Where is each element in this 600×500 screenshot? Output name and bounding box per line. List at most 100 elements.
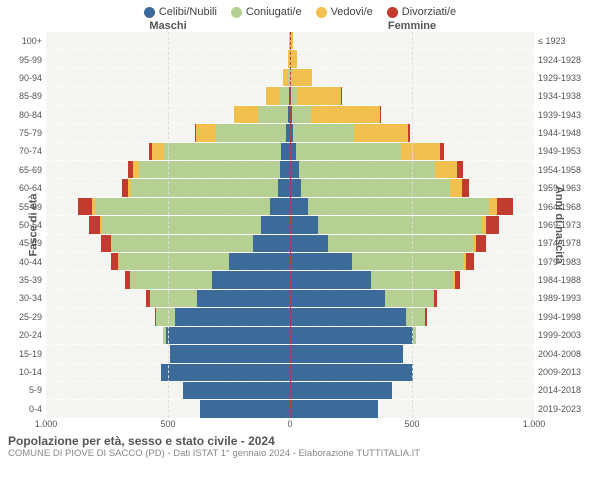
center-line (290, 32, 291, 418)
birthyear-label: 1934-1938 (534, 87, 600, 105)
plot (46, 32, 534, 418)
bar-segment (457, 161, 463, 178)
legend-label: Vedovi/e (331, 6, 373, 18)
age-label: 30-34 (0, 289, 46, 307)
birthyear-label: 1924-1928 (534, 50, 600, 68)
birthyear-label: 1979-1983 (534, 253, 600, 271)
y-labels-birthyear: ≤ 19231924-19281929-19331934-19381939-19… (534, 32, 600, 418)
column-headers: Maschi Femmine (0, 20, 600, 32)
birthyear-label: 1959-1963 (534, 179, 600, 197)
legend-label: Celibi/Nubili (159, 6, 217, 18)
bar-segment (78, 198, 93, 215)
bar-segment (290, 271, 371, 288)
bar-segment (290, 290, 385, 307)
bar-segment (308, 198, 489, 215)
bar-segment (385, 290, 434, 307)
bar-segment (296, 143, 401, 160)
bar-segment (290, 161, 299, 178)
bar-segment (152, 143, 164, 160)
bar-segment (130, 271, 212, 288)
bar-segment (291, 50, 297, 67)
y-axis-left-title: Fasce di età (27, 194, 39, 257)
bar-segment (328, 235, 473, 252)
x-ticks: 1.00050005001.000 (46, 418, 534, 432)
y-axis-right-title: Anni di nascita (553, 186, 565, 264)
age-label: 65-69 (0, 161, 46, 179)
legend: Celibi/Nubili Coniugati/e Vedovi/e Divorzia… (0, 0, 600, 20)
bar-segment (290, 364, 413, 381)
age-label: 15-19 (0, 344, 46, 362)
birthyear-label: 2004-2008 (534, 344, 600, 362)
bar-segment (290, 400, 378, 417)
bar-segment (197, 290, 290, 307)
bar-segment (290, 308, 406, 325)
gridline (412, 32, 413, 418)
bar-segment (290, 327, 413, 344)
birthyear-label: 1964-1968 (534, 197, 600, 215)
bar-segment (292, 69, 312, 86)
bar-segment (297, 87, 341, 104)
x-axis: 1.00050005001.000 (0, 418, 600, 432)
x-tick: 500 (404, 419, 419, 429)
bar-segment (380, 106, 381, 123)
x-tick: 0 (287, 419, 292, 429)
legend-swatch (231, 7, 242, 18)
female-header: Femmine (290, 20, 534, 32)
legend-swatch (316, 7, 327, 18)
birthyear-label: 2019-2023 (534, 400, 600, 418)
bar-segment (462, 179, 469, 196)
legend-item: Vedovi/e (316, 6, 373, 18)
bar-segment (156, 308, 176, 325)
bar-segment (102, 216, 261, 233)
age-label: 100+ (0, 32, 46, 50)
bar-segment (466, 253, 473, 270)
age-label: 85-89 (0, 87, 46, 105)
bar-segment (311, 106, 379, 123)
age-label: 20-24 (0, 326, 46, 344)
bar-segment (497, 198, 513, 215)
birthyear-label: 1974-1978 (534, 234, 600, 252)
age-label: 35-39 (0, 271, 46, 289)
legend-label: Divorziati/e (402, 6, 456, 18)
legend-item: Coniugati/e (231, 6, 302, 18)
bar-segment (406, 308, 426, 325)
bar-segment (101, 235, 111, 252)
bar-segment (89, 216, 100, 233)
bar-segment (301, 179, 450, 196)
bar-segment (413, 327, 415, 344)
legend-swatch (387, 7, 398, 18)
bar-segment (139, 161, 281, 178)
bar-segment (166, 327, 290, 344)
bar-segment (253, 235, 290, 252)
legend-item: Celibi/Nubili (144, 6, 217, 18)
birthyear-label: 1994-1998 (534, 308, 600, 326)
bar-segment (425, 308, 426, 325)
bar-segment (270, 198, 290, 215)
bar-segment (354, 124, 408, 141)
birthyear-label: 2009-2013 (534, 363, 600, 381)
bar-segment (290, 345, 403, 362)
birthyear-label: 1929-1933 (534, 69, 600, 87)
bar-segment (175, 308, 290, 325)
bar-segment (280, 161, 290, 178)
male-header: Maschi (46, 20, 290, 32)
birthyear-label: 1944-1948 (534, 124, 600, 142)
chart-subtitle: COMUNE DI PIOVE DI SACCO (PD) - Dati IST… (8, 448, 592, 459)
bar-segment (352, 253, 464, 270)
x-tick: 1.000 (523, 419, 546, 429)
bar-segment (183, 382, 290, 399)
bar-segment (476, 235, 486, 252)
age-label: 90-94 (0, 69, 46, 87)
bar-segment (119, 253, 229, 270)
bar-segment (435, 161, 457, 178)
bar-segment (434, 290, 437, 307)
bar-segment (131, 179, 277, 196)
legend-swatch (144, 7, 155, 18)
chart-title: Popolazione per età, sesso e stato civil… (8, 434, 592, 448)
bar-segment (281, 143, 290, 160)
age-label: 0-4 (0, 400, 46, 418)
age-label: 75-79 (0, 124, 46, 142)
bar-segment (258, 106, 287, 123)
bar-segment (278, 179, 290, 196)
age-label: 10-14 (0, 363, 46, 381)
